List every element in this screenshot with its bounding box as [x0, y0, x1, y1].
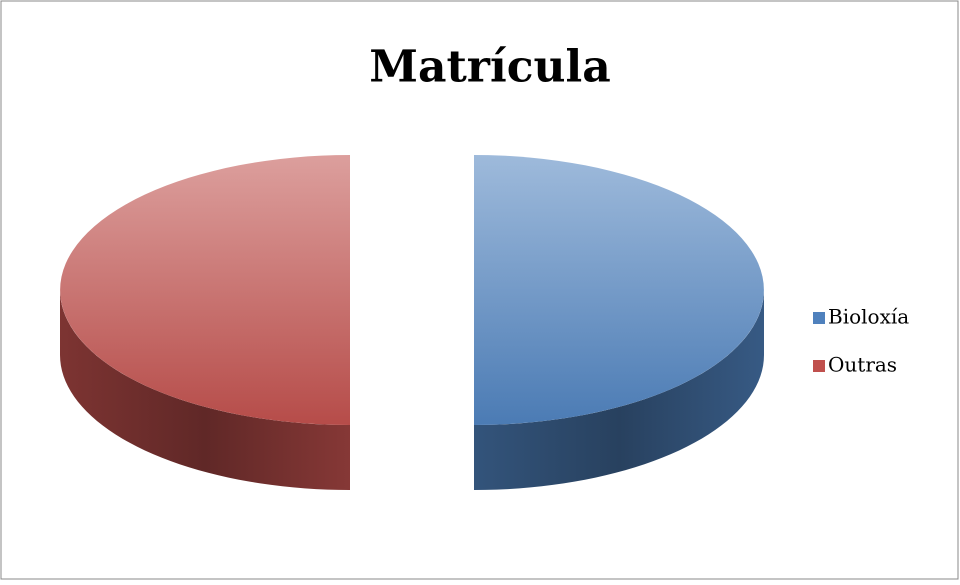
legend-label: Bioloxía: [828, 305, 909, 329]
slice-side: [474, 290, 764, 490]
legend-label: Outras: [828, 353, 897, 377]
slice-side: [60, 290, 350, 490]
slice-top: [60, 155, 351, 425]
slice-top: [474, 155, 764, 425]
legend-swatch: [813, 360, 825, 372]
chart-title: Matrícula: [369, 42, 610, 93]
pie-slice: [474, 155, 764, 490]
legend-swatch: [813, 312, 825, 324]
pie-slice: [60, 155, 351, 490]
